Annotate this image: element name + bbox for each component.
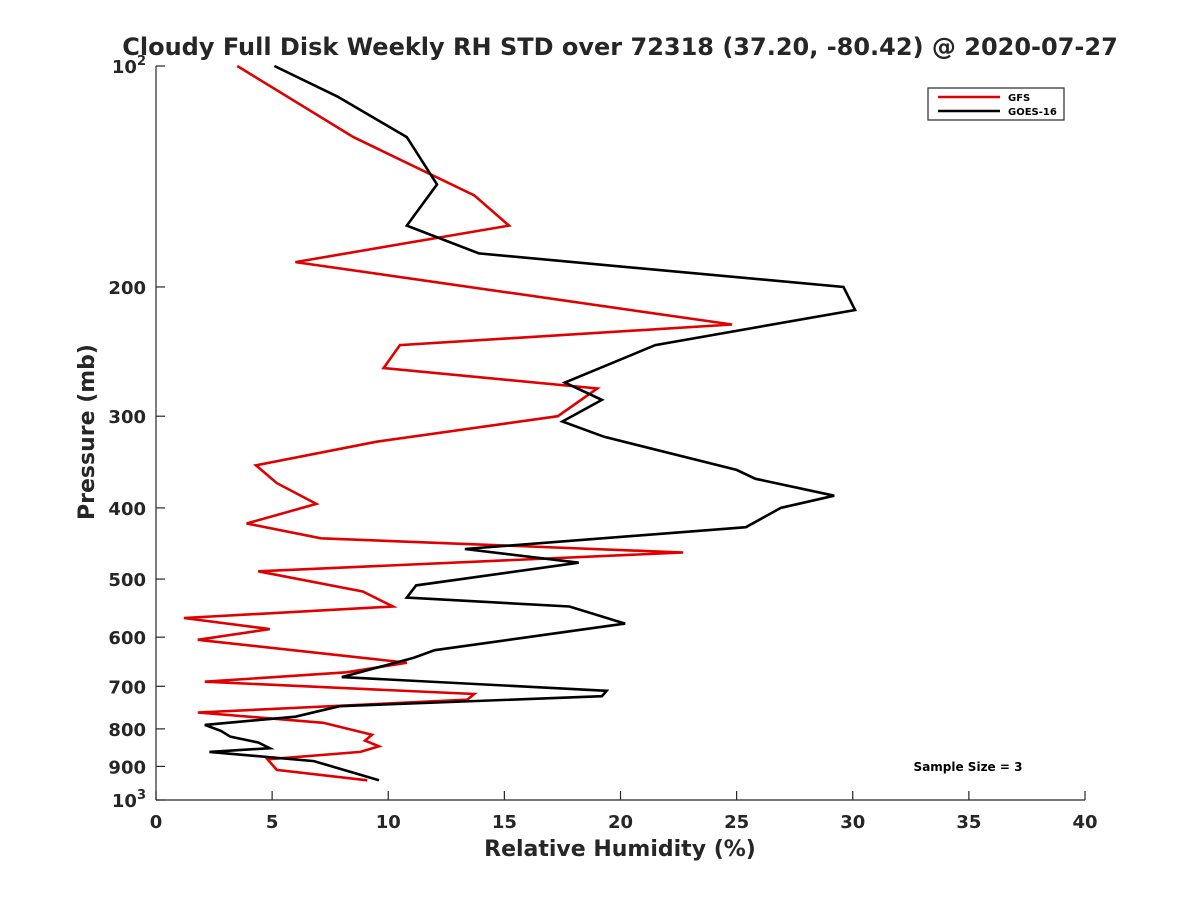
legend-label-gfs: GFS — [1008, 93, 1030, 104]
series-line-goes-16 — [204, 64, 858, 782]
y-tick-label: 400 — [108, 499, 146, 520]
x-tick-label: 20 — [608, 812, 633, 833]
x-tick-label: 15 — [492, 812, 517, 833]
sample-size-annotation: Sample Size = 3 — [914, 760, 1023, 774]
y-tick-label: 500 — [108, 570, 146, 591]
y-tick-label: 900 — [108, 757, 146, 778]
y-tick-label: 800 — [108, 720, 146, 741]
y-tick-label: 102 — [112, 54, 146, 78]
x-tick-label: 5 — [266, 812, 279, 833]
legend-label-goes-16: GOES-16 — [1008, 107, 1057, 118]
x-tick-label: 0 — [150, 812, 163, 833]
x-tick-label: 25 — [724, 812, 749, 833]
y-tick-label: 700 — [108, 677, 146, 698]
x-tick-label: 10 — [376, 812, 401, 833]
x-tick-label: 40 — [1072, 812, 1097, 833]
y-tick-label: 200 — [108, 278, 146, 299]
series-line-gfs — [183, 64, 733, 782]
y-axis-label: Pressure (mb) — [75, 344, 100, 520]
legend: GFS GOES-16 — [927, 87, 1065, 121]
legend-box — [927, 87, 1065, 121]
x-tick-label: 35 — [956, 812, 981, 833]
chart-title: Cloudy Full Disk Weekly RH STD over 7231… — [122, 33, 1118, 61]
x-axis-label: Relative Humidity (%) — [484, 837, 756, 862]
y-tick-label: 103 — [112, 788, 146, 812]
y-tick-label: 600 — [108, 628, 146, 649]
y-tick-label: 300 — [108, 407, 146, 428]
x-tick-label: 30 — [840, 812, 865, 833]
